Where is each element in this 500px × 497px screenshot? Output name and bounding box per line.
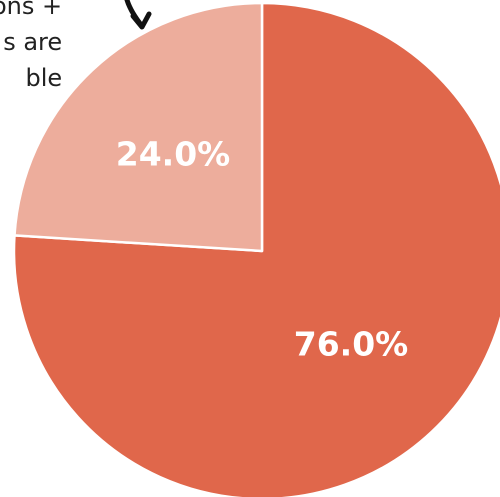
annotation-arrow-icon [124,0,152,30]
pie-slice-2 [13,1,264,253]
pie-slices [12,1,500,497]
annotation-text: ons + s are ble [0,0,62,96]
pie-slice-1 [12,1,500,497]
pie-slice-label-1: 76.0% [294,324,409,363]
pie-labels: 76.0% 24.0% [116,135,409,364]
pie-slice-label-2: 24.0% [116,135,231,174]
annotation-line-1: ons + [0,0,63,20]
annotation-line-3: ble [25,64,63,92]
annotation-line-2: s are [3,28,63,56]
